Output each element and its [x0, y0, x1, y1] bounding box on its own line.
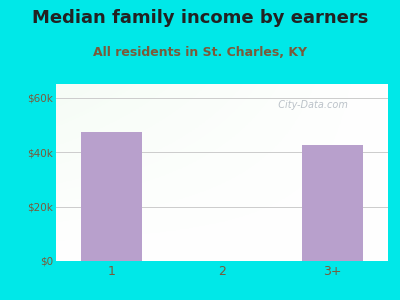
Text: All residents in St. Charles, KY: All residents in St. Charles, KY: [93, 46, 307, 59]
Text: Median family income by earners: Median family income by earners: [32, 9, 368, 27]
Bar: [302, 145, 363, 261]
Bar: [81, 132, 142, 261]
Text: City-Data.com: City-Data.com: [272, 100, 348, 110]
